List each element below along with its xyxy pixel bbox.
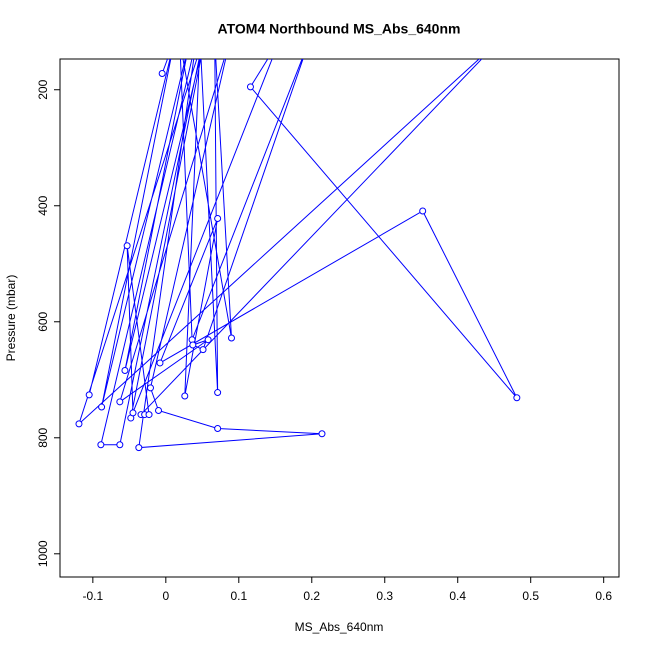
x-tick-label: 0.1 bbox=[230, 589, 247, 603]
x-axis-label: MS_Abs_640nm bbox=[295, 620, 384, 634]
plot-area bbox=[75, 37, 521, 452]
data-point bbox=[116, 441, 124, 449]
data-point bbox=[158, 70, 166, 78]
data-point bbox=[227, 37, 233, 43]
data-point bbox=[189, 341, 197, 349]
data-point bbox=[146, 384, 154, 392]
data-point bbox=[123, 242, 131, 250]
data-point bbox=[129, 409, 137, 417]
data-point bbox=[246, 83, 254, 91]
x-tick-label: -0.1 bbox=[82, 589, 103, 603]
data-point bbox=[75, 420, 83, 428]
data-point bbox=[200, 37, 206, 43]
data-point bbox=[214, 425, 222, 433]
data-point bbox=[214, 215, 222, 223]
x-tick-label: 0.6 bbox=[595, 589, 612, 603]
data-point bbox=[181, 392, 189, 400]
y-tick-label: 1000 bbox=[36, 540, 50, 567]
data-point bbox=[98, 403, 106, 411]
x-tick-label: 0.2 bbox=[303, 589, 320, 603]
x-tick-label: 0.4 bbox=[449, 589, 466, 603]
data-point bbox=[97, 441, 105, 449]
y-tick-label: 200 bbox=[36, 79, 50, 99]
data-point bbox=[177, 37, 183, 43]
data-point bbox=[156, 359, 164, 367]
series-line bbox=[77, 59, 518, 449]
data-point bbox=[419, 207, 427, 215]
data-point bbox=[197, 37, 203, 43]
data-point bbox=[318, 430, 326, 438]
data-point bbox=[497, 37, 503, 43]
data-point bbox=[135, 444, 143, 452]
x-tick-label: 0 bbox=[162, 589, 169, 603]
x-tick-label: 0.5 bbox=[522, 589, 539, 603]
data-point bbox=[187, 37, 193, 43]
data-point bbox=[513, 394, 521, 402]
y-tick-label: 400 bbox=[36, 195, 50, 215]
data-point bbox=[193, 37, 199, 43]
data-point bbox=[277, 37, 283, 43]
data-point bbox=[227, 334, 235, 342]
data-point bbox=[212, 37, 218, 43]
y-tick-label: 800 bbox=[36, 427, 50, 447]
data-point bbox=[204, 336, 212, 344]
x-tick-label: 0.3 bbox=[376, 589, 393, 603]
data-point bbox=[199, 346, 207, 354]
y-tick-label: 600 bbox=[36, 311, 50, 331]
data-point bbox=[201, 37, 207, 43]
data-point bbox=[172, 37, 178, 43]
data-point bbox=[116, 398, 124, 406]
data-point bbox=[172, 37, 178, 43]
data-point bbox=[145, 411, 153, 419]
data-point bbox=[85, 391, 93, 399]
chart-title: ATOM4 Northbound MS_Abs_640nm bbox=[218, 21, 461, 37]
data-point bbox=[307, 37, 313, 43]
data-point bbox=[214, 389, 222, 397]
data-point bbox=[121, 366, 129, 374]
plot-frame bbox=[59, 58, 620, 578]
y-axis-label: Pressure (mbar) bbox=[4, 275, 18, 362]
data-point bbox=[155, 407, 163, 415]
